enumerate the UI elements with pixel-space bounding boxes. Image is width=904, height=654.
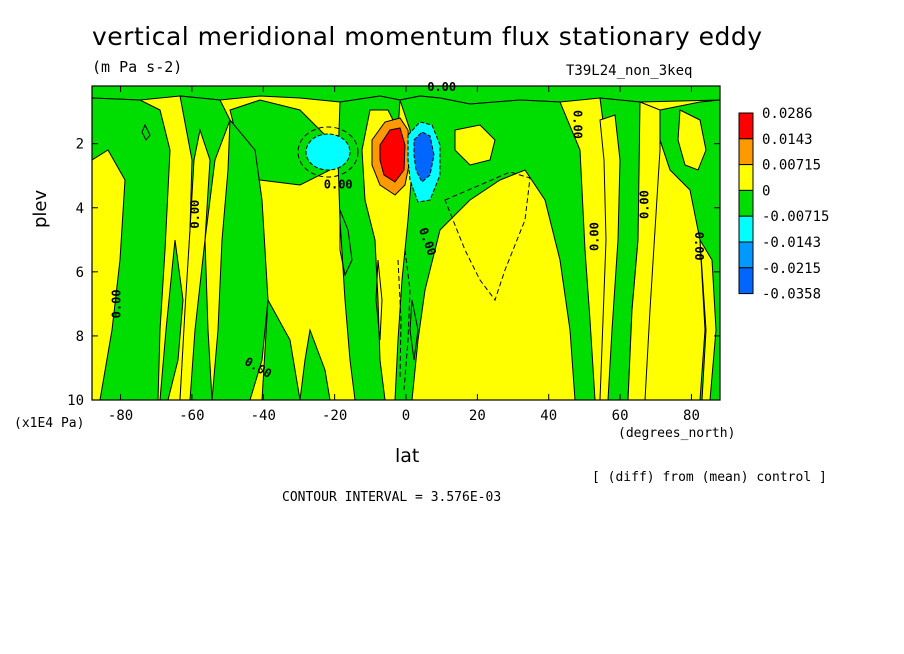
legend-swatch xyxy=(738,267,754,295)
legend-label: -0.0358 xyxy=(762,287,821,303)
chart-title: vertical meridional momentum flux statio… xyxy=(92,22,763,51)
x-tick-label: -80 xyxy=(108,408,133,424)
plot-area xyxy=(92,86,720,400)
contour-interval: CONTOUR INTERVAL = 3.576E-03 xyxy=(282,490,502,505)
x-tick-label: -20 xyxy=(322,408,347,424)
legend-label: -0.0143 xyxy=(762,235,821,251)
legend-swatch xyxy=(738,112,754,140)
x-tick-label: 40 xyxy=(540,408,557,424)
legend-label: -0.0215 xyxy=(762,261,821,277)
y-axis-unit: (x1E4 Pa) xyxy=(14,416,85,431)
legend-label: 0 xyxy=(762,183,770,199)
y-axis-label: plev xyxy=(30,189,51,228)
solid-contours xyxy=(141,123,419,361)
legend-swatch xyxy=(738,241,754,269)
contour-label: 0.00 xyxy=(638,190,652,219)
x-axis-unit: (degrees_north) xyxy=(618,426,736,441)
color-legend: 0.0286 0.0143 0.00715 0 -0.00715 -0.0143 -0.02… xyxy=(738,106,829,303)
legend-swatch xyxy=(738,138,754,166)
legend-swatch xyxy=(738,189,754,217)
y-tick-label: 10 xyxy=(67,393,84,409)
legend-swatch xyxy=(738,215,754,243)
y-tick-label: 8 xyxy=(76,329,84,345)
contour-label: 0.00 xyxy=(110,289,124,318)
run-label: T39L24_non_3keq xyxy=(566,63,693,79)
negative-core xyxy=(407,121,441,203)
x-tick-label: -40 xyxy=(251,408,276,424)
legend-label: 0.00715 xyxy=(762,158,821,174)
y-tick-label: 4 xyxy=(76,201,84,217)
y-tick-label: 2 xyxy=(76,137,84,153)
dashed-contours xyxy=(297,126,531,391)
x-tick-label: 20 xyxy=(469,408,486,424)
legend-label: 0.0143 xyxy=(762,132,813,148)
legend-label: 0.0286 xyxy=(762,106,813,122)
contour-label: 0.00 xyxy=(427,80,456,94)
x-ticks: -80 -60 -40 -20 0 20 40 60 80 xyxy=(108,86,700,424)
contour-labels: 0.000.000.000.000.000.000.000.000.000.00 xyxy=(110,80,706,381)
y-ticks: 2 4 6 8 10 xyxy=(67,137,720,409)
negative-blob-west xyxy=(305,133,351,171)
x-axis-label: lat xyxy=(395,445,420,467)
contour-label: 0.00 xyxy=(571,110,585,139)
x-tick-label: -60 xyxy=(179,408,204,424)
x-tick-label: 0 xyxy=(402,408,410,424)
positive-islands xyxy=(92,109,717,400)
chart-units: (m Pa s-2) xyxy=(92,58,183,76)
contour-label: 0.00 xyxy=(188,200,202,229)
legend-swatch xyxy=(738,164,754,191)
legend-label: -0.00715 xyxy=(762,209,829,225)
positive-core xyxy=(371,117,411,196)
y-tick-label: 6 xyxy=(76,265,84,281)
x-tick-label: 80 xyxy=(683,408,700,424)
x-tick-label: 60 xyxy=(612,408,629,424)
contour-label: 0.00 xyxy=(324,178,353,192)
contour-label: 0.00 xyxy=(692,232,706,261)
contour-label: 0.00 xyxy=(588,222,602,251)
diff-note: [ (diff) from (mean) control ] xyxy=(592,470,827,485)
